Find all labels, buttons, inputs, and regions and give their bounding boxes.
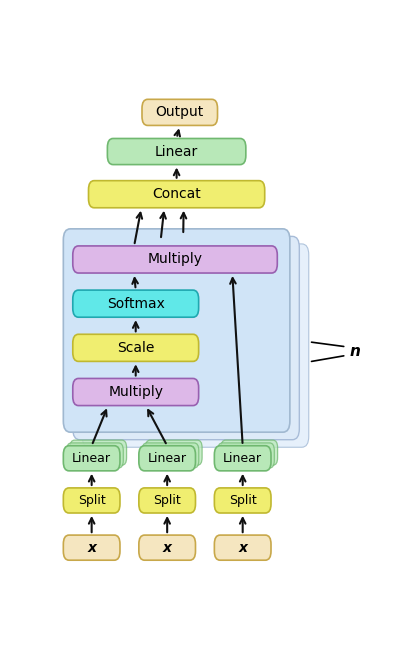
FancyBboxPatch shape (72, 246, 277, 273)
Text: Scale: Scale (117, 341, 154, 355)
FancyBboxPatch shape (220, 440, 277, 466)
FancyBboxPatch shape (72, 237, 298, 439)
Text: x: x (87, 541, 96, 555)
Text: Multiply: Multiply (108, 385, 163, 399)
FancyBboxPatch shape (72, 290, 198, 318)
Text: Output: Output (155, 106, 203, 119)
FancyBboxPatch shape (214, 488, 271, 513)
FancyBboxPatch shape (145, 440, 202, 466)
Text: Split: Split (78, 494, 105, 507)
FancyBboxPatch shape (214, 535, 271, 560)
Text: Split: Split (153, 494, 181, 507)
FancyBboxPatch shape (63, 446, 120, 471)
Text: Split: Split (228, 494, 256, 507)
Text: n: n (349, 344, 360, 359)
FancyBboxPatch shape (139, 488, 195, 513)
FancyBboxPatch shape (70, 440, 126, 466)
FancyBboxPatch shape (82, 244, 308, 447)
FancyBboxPatch shape (214, 446, 271, 471)
Text: Linear: Linear (72, 452, 111, 465)
Text: Concat: Concat (152, 187, 200, 201)
Text: Multiply: Multiply (147, 252, 202, 267)
FancyBboxPatch shape (142, 443, 198, 468)
FancyBboxPatch shape (88, 181, 264, 208)
Text: Linear: Linear (223, 452, 262, 465)
Text: x: x (238, 541, 247, 555)
FancyBboxPatch shape (139, 535, 195, 560)
FancyBboxPatch shape (217, 443, 274, 468)
FancyBboxPatch shape (107, 138, 245, 164)
FancyBboxPatch shape (72, 378, 198, 406)
FancyBboxPatch shape (63, 488, 120, 513)
FancyBboxPatch shape (63, 535, 120, 560)
Text: Linear: Linear (147, 452, 186, 465)
Text: Softmax: Softmax (107, 297, 164, 310)
FancyBboxPatch shape (66, 443, 123, 468)
FancyBboxPatch shape (139, 446, 195, 471)
Text: x: x (162, 541, 171, 555)
Text: Linear: Linear (155, 145, 198, 158)
FancyBboxPatch shape (72, 334, 198, 361)
FancyBboxPatch shape (63, 229, 289, 432)
FancyBboxPatch shape (142, 99, 217, 125)
